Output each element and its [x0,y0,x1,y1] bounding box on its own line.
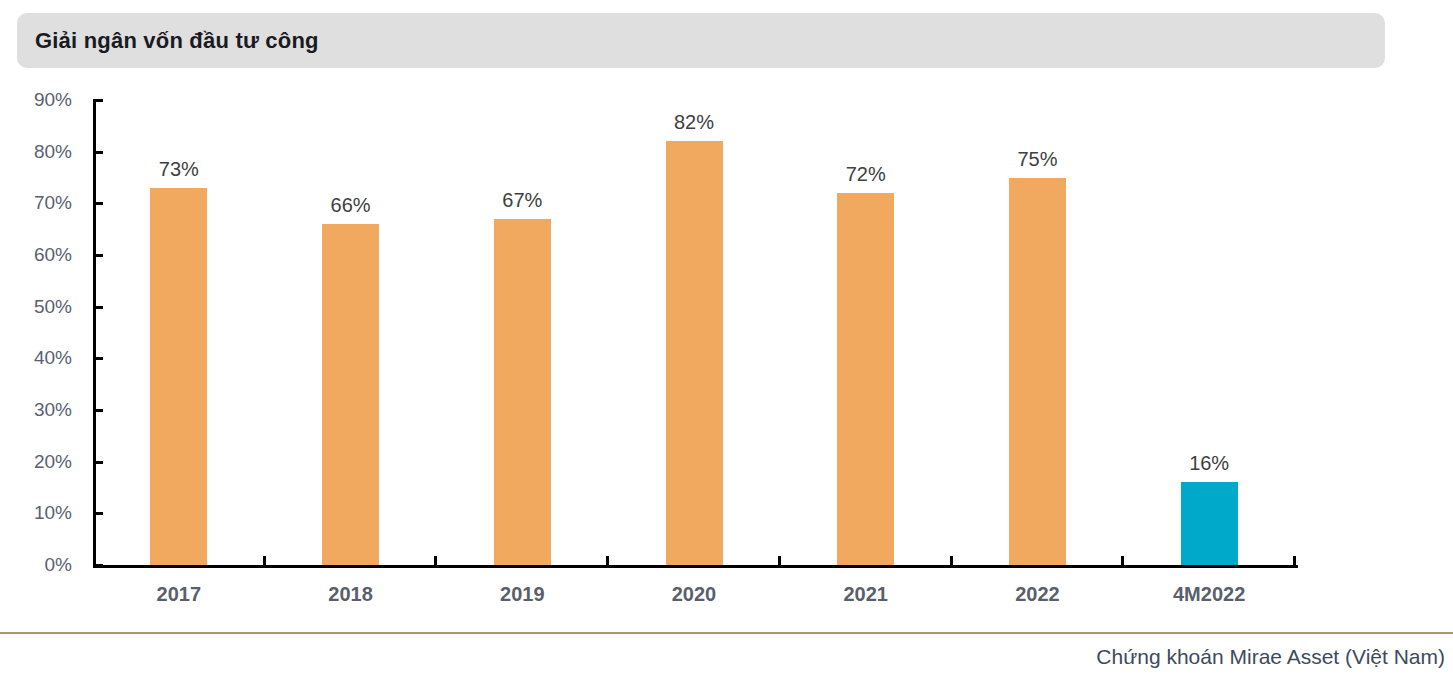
x-axis-tick [606,556,609,565]
data-label-2022: 75% [987,148,1087,171]
bar-4M2022 [1181,482,1238,565]
y-axis-tick [93,512,103,515]
bar-2022 [1009,178,1066,566]
y-axis-line [93,100,96,568]
y-axis-tick [93,306,103,309]
y-axis-tick-label: 0% [12,554,72,576]
x-axis-label-2021: 2021 [796,583,936,606]
data-label-2020: 82% [644,111,744,134]
y-axis-tick [93,357,103,360]
bar-2020 [666,141,723,565]
data-label-2017: 73% [129,158,229,181]
y-axis-tick-label: 10% [12,502,72,524]
x-axis-tick [1121,556,1124,565]
x-axis-label-2018: 2018 [281,583,421,606]
y-axis-tick-label: 50% [12,296,72,318]
data-label-4M2022: 16% [1159,452,1259,475]
x-axis-tick [434,556,437,565]
bar-chart: 0% 10% 20% 30% 40% 50% 60% 70% 80% 90% 73% 2017 66% 2… [0,0,1453,630]
x-axis-label-2017: 2017 [109,583,249,606]
y-axis-tick [93,99,103,102]
y-axis-tick-label: 60% [12,244,72,266]
y-axis-tick [93,254,103,257]
bar-2017 [150,188,207,565]
x-axis-line [93,565,1298,568]
bar-2019 [494,219,551,565]
y-axis-tick-label: 90% [12,89,72,111]
x-axis-tick [1293,556,1296,565]
y-axis-tick [93,461,103,464]
x-axis-label-2022: 2022 [967,583,1107,606]
x-axis-label-2019: 2019 [452,583,592,606]
y-axis-tick-label: 40% [12,347,72,369]
x-axis-tick [778,556,781,565]
bar-2018 [322,224,379,565]
y-axis-tick-label: 20% [12,451,72,473]
x-axis-label-2020: 2020 [624,583,764,606]
data-label-2018: 66% [301,194,401,217]
screenshot-root: Giải ngân vốn đầu tư công 0%10%20%30%40%… [0,0,1453,690]
y-axis-tick-label: 30% [12,399,72,421]
y-axis-tick [93,151,103,154]
y-axis-tick [93,564,103,567]
source-attribution: Chứng khoán Mirae Asset (Việt Nam) [1096,645,1445,669]
x-axis-label-4M2022: 4M2022 [1139,583,1279,606]
data-label-2019: 67% [472,189,572,212]
y-axis-tick [93,202,103,205]
data-label-2021: 72% [816,163,916,186]
y-axis-tick-label: 70% [12,192,72,214]
divider-line [0,632,1453,634]
y-axis-tick [93,409,103,412]
x-axis-tick [263,556,266,565]
x-axis-tick [950,556,953,565]
bar-2021 [837,193,894,565]
y-axis-tick-label: 80% [12,141,72,163]
